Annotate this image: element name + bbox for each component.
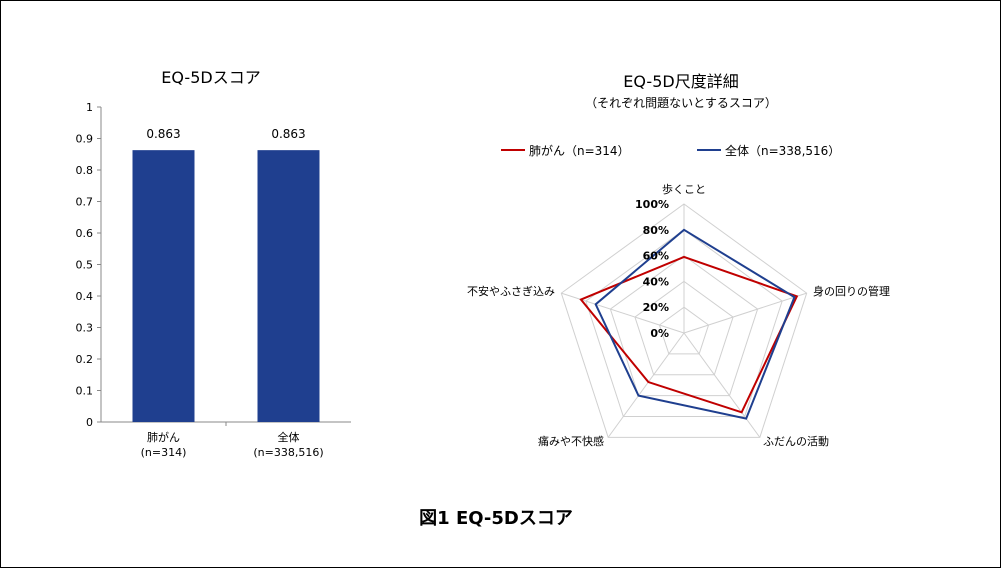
radar-tick-label: 60%: [643, 250, 669, 263]
y-tick-label: 0.6: [76, 227, 94, 240]
radar-grid: [658, 306, 710, 355]
y-tick-label: 1: [86, 101, 93, 114]
radar-tick-label: 100%: [635, 198, 669, 211]
legend-label: 全体（n=338,516）: [725, 143, 840, 158]
radar-spoke: [683, 292, 807, 334]
radar-axis-label: 歩くこと: [662, 182, 706, 196]
y-tick-label: 0.4: [76, 290, 94, 303]
bar: [132, 150, 195, 422]
bar: [257, 150, 320, 422]
radar-axis-label: ふだんの活動: [763, 434, 829, 448]
radar-tick-label: 40%: [643, 275, 669, 288]
y-tick-label: 0.3: [76, 322, 94, 335]
radar-chart-subtitle: （それぞれ問題ないとするスコア）: [585, 96, 777, 110]
radar-series-line: [579, 255, 799, 414]
radar-axis-label: 痛みや不快感: [538, 434, 604, 448]
radar-grid: [609, 254, 759, 397]
y-tick-label: 0.5: [76, 259, 94, 272]
radar-spoke: [683, 332, 761, 438]
bar-chart-title: EQ-5Dスコア: [161, 68, 260, 87]
legend-label: 肺がん（n=314）: [529, 143, 630, 158]
radar-tick-label: 0%: [650, 327, 669, 340]
y-tick-label: 0.7: [76, 196, 94, 209]
radar-axis-label: 身の回りの管理: [813, 284, 890, 298]
radar-tick-label: 20%: [643, 301, 669, 314]
radar-spoke: [607, 332, 685, 438]
radar-chart-title: EQ-5D尺度詳細: [623, 72, 738, 91]
radar-grid: [560, 203, 808, 438]
radar-grid: [585, 229, 783, 417]
data-label: 0.863: [271, 127, 305, 141]
y-tick-label: 0: [86, 416, 93, 429]
figure-caption: 図1 EQ-5Dスコア: [419, 508, 573, 529]
y-tick-label: 0.9: [76, 133, 94, 146]
y-tick-label: 0.1: [76, 385, 94, 398]
x-tick-label: 全体(n=338,516): [253, 430, 323, 459]
radar-grid: [634, 280, 734, 376]
y-tick-label: 0.8: [76, 164, 94, 177]
y-tick-label: 0.2: [76, 353, 94, 366]
radar-series-line: [594, 228, 796, 420]
data-label: 0.863: [146, 127, 180, 141]
radar-axis-label: 不安やふさぎ込み: [467, 284, 555, 298]
radar-tick-label: 80%: [643, 224, 669, 237]
x-tick-label: 肺がん(n=314): [141, 430, 187, 459]
